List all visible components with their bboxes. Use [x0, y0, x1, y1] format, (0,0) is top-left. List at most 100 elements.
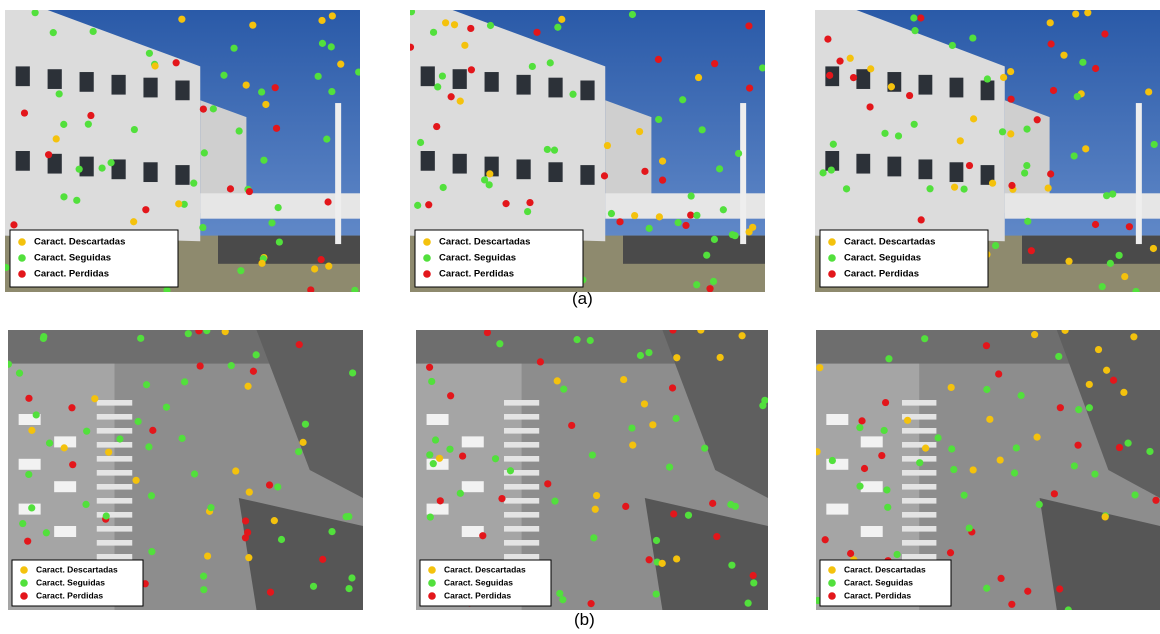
feature-point: [1011, 469, 1018, 476]
feature-point: [296, 341, 303, 348]
feature-point: [948, 384, 955, 391]
feature-point: [745, 600, 752, 607]
feature-point: [629, 442, 636, 449]
feature-point: [695, 74, 702, 81]
feature-point: [687, 211, 694, 218]
feature-point: [87, 112, 94, 119]
crosswalk: [902, 554, 936, 560]
feature-point: [262, 101, 269, 108]
feature-point: [417, 139, 424, 146]
window: [112, 75, 126, 95]
feature-point: [1050, 87, 1057, 94]
feature-point: [673, 415, 680, 422]
crosswalk: [902, 442, 936, 448]
feature-point: [1102, 513, 1109, 520]
feature-point: [822, 536, 829, 543]
feature-point: [653, 590, 660, 597]
feature-point: [319, 556, 326, 563]
feature-point: [433, 123, 440, 130]
feature-point: [479, 532, 486, 539]
feature-point: [604, 142, 611, 149]
feature-point: [318, 256, 325, 263]
feature-point: [673, 555, 680, 562]
feature-point: [711, 60, 718, 67]
feature-point: [132, 477, 139, 484]
window: [981, 81, 995, 101]
feature-point: [1028, 247, 1035, 254]
feature-point: [961, 492, 968, 499]
legend-swatch: [828, 592, 836, 600]
feature-point: [295, 448, 302, 455]
feature-point: [569, 91, 576, 98]
crosswalk: [97, 442, 133, 448]
feature-point: [590, 534, 597, 541]
feature-point: [486, 181, 493, 188]
feature-point: [130, 218, 137, 225]
window: [175, 165, 189, 185]
window: [548, 78, 562, 98]
crosswalk: [97, 414, 133, 420]
feature-point: [1121, 273, 1128, 280]
caption: (b): [574, 610, 595, 630]
legend-swatch: [828, 254, 836, 262]
feature-point: [693, 212, 700, 219]
feature-point: [710, 278, 717, 285]
feature-point: [25, 395, 32, 402]
legend-swatch: [18, 254, 26, 262]
crosswalk: [902, 484, 936, 490]
feature-point: [50, 29, 57, 36]
feature-point: [950, 466, 957, 473]
legend-label: Caract. Seguidas: [844, 577, 913, 587]
crosswalk: [97, 512, 133, 518]
feature-point: [934, 434, 941, 441]
feature-point: [207, 504, 214, 511]
feature-point: [73, 197, 80, 204]
feature-point: [1065, 258, 1072, 265]
feature-point: [328, 528, 335, 535]
feature-point: [302, 421, 309, 428]
feature-point: [103, 512, 110, 519]
feature-point: [948, 445, 955, 452]
feature-point: [592, 506, 599, 513]
feature-point: [1051, 490, 1058, 497]
feature-point: [922, 445, 929, 452]
feature-point: [149, 427, 156, 434]
feature-point: [227, 185, 234, 192]
feature-point: [143, 381, 150, 388]
feature-point: [637, 352, 644, 359]
feature-point: [328, 43, 335, 50]
feature-point: [502, 200, 509, 207]
feature-point: [1072, 10, 1079, 17]
legend-label: Caract. Perdidas: [34, 269, 109, 280]
car: [826, 504, 848, 515]
feature-point: [426, 364, 433, 371]
feature-point: [459, 452, 466, 459]
feature-point: [829, 457, 836, 464]
feature-point: [427, 513, 434, 520]
feature-point: [885, 355, 892, 362]
feature-point: [25, 471, 32, 478]
feature-point: [258, 88, 265, 95]
feature-point: [888, 83, 895, 90]
crosswalk: [504, 400, 539, 406]
crosswalk: [504, 554, 539, 560]
feature-point: [1086, 404, 1093, 411]
feature-point: [145, 443, 152, 450]
car: [427, 414, 449, 425]
feature-point: [1126, 223, 1133, 230]
crosswalk: [504, 512, 539, 518]
feature-point: [1008, 601, 1015, 608]
window: [919, 159, 933, 179]
window: [16, 66, 30, 86]
feature-point: [1131, 491, 1138, 498]
feature-point: [461, 42, 468, 49]
feature-point: [558, 16, 565, 23]
feature-point: [496, 340, 503, 347]
feature-point: [918, 216, 925, 223]
window: [16, 151, 30, 171]
feature-point: [544, 146, 551, 153]
window: [517, 159, 531, 179]
feature-point: [641, 168, 648, 175]
feature-point: [1107, 260, 1114, 267]
feature-point: [98, 164, 105, 171]
